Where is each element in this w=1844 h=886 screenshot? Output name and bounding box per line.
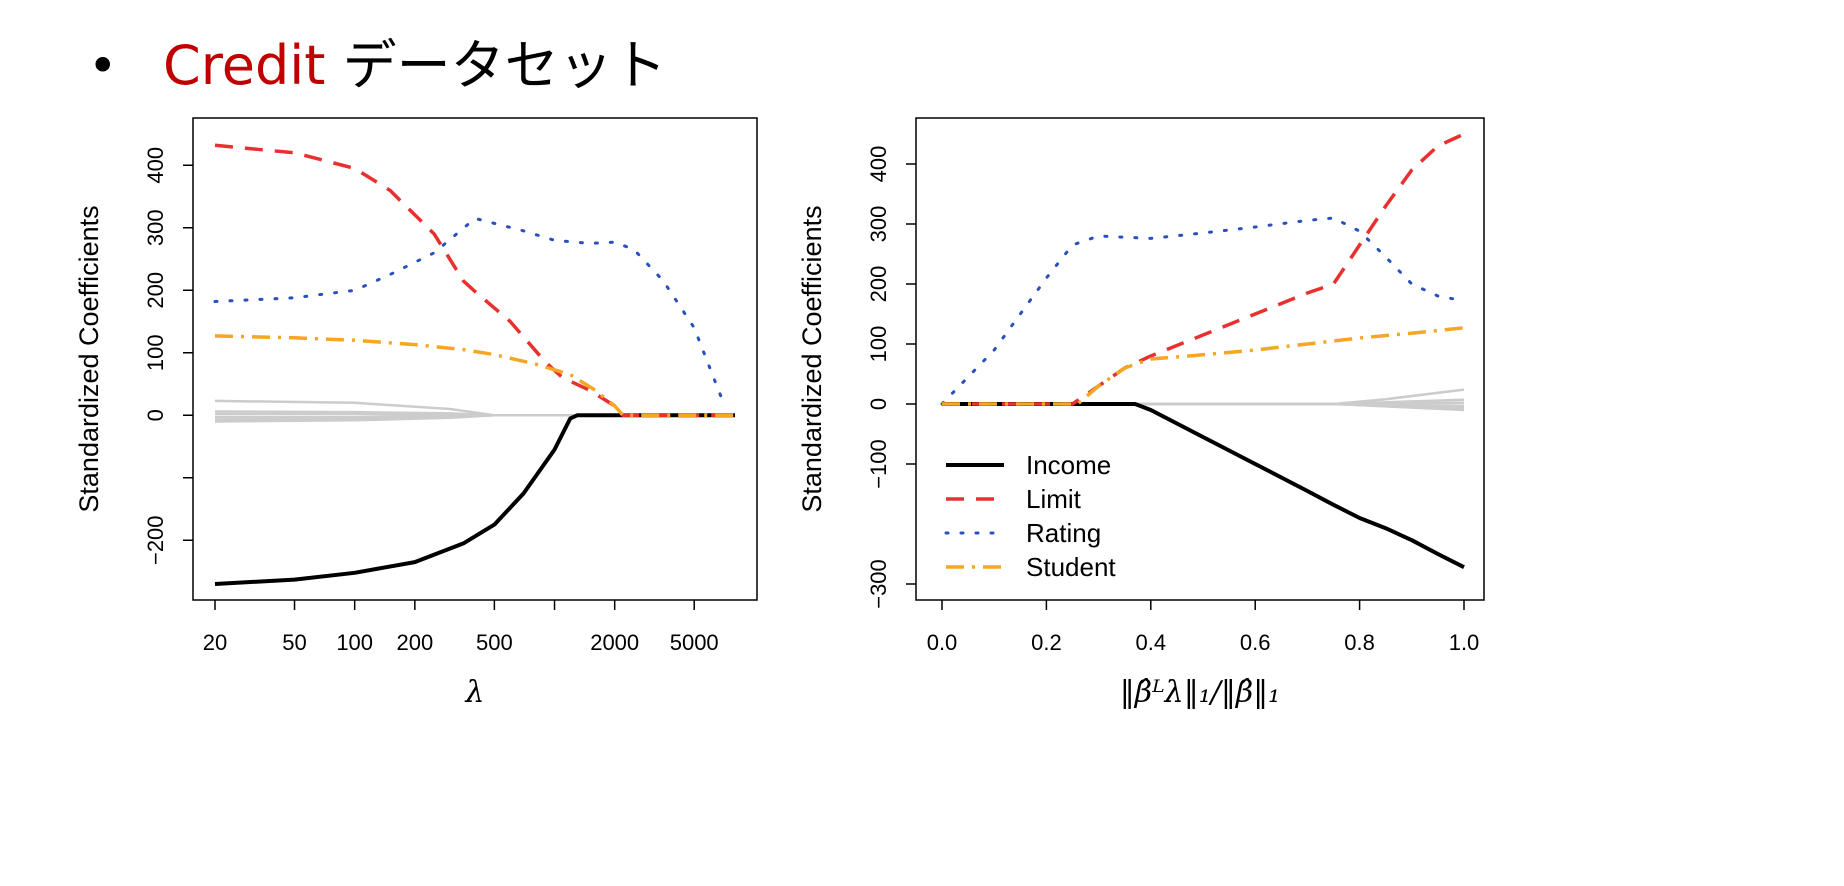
x-axis-label: λ xyxy=(464,675,484,710)
x-tick-label: 20 xyxy=(203,630,227,655)
y-axis-label: Standardized Coefficients xyxy=(797,205,827,512)
x-tick-label: 100 xyxy=(336,630,373,655)
series-line-rating xyxy=(940,216,1466,406)
y-tick-label: −100 xyxy=(866,439,891,489)
slide-title-highlight: Credit xyxy=(163,34,326,97)
legend-label-income: Income xyxy=(1026,450,1111,480)
series-line-limit xyxy=(942,132,1465,406)
x-tick-label: 5000 xyxy=(670,630,719,655)
x-tick-label: 1.0 xyxy=(1449,630,1480,655)
series-line-rating xyxy=(213,216,725,405)
y-tick-label: 100 xyxy=(143,334,168,371)
series-line-student xyxy=(942,326,1465,406)
y-tick-label: 300 xyxy=(143,209,168,246)
y-axis-label: Standardized Coefficients xyxy=(74,205,104,512)
x-tick-label: 500 xyxy=(476,630,513,655)
bullet-point: • xyxy=(88,37,118,95)
y-tick-label: 400 xyxy=(143,147,168,184)
y-tick-label: 0 xyxy=(866,398,891,410)
x-tick-label: 0.0 xyxy=(927,630,958,655)
y-tick-label: −300 xyxy=(866,559,891,609)
legend-label-rating: Rating xyxy=(1026,518,1101,548)
legend-label-student: Student xyxy=(1026,552,1116,582)
series-line-limit xyxy=(214,143,735,418)
series-line-income xyxy=(942,402,1465,569)
x-tick-label: 0.6 xyxy=(1240,630,1271,655)
plot-frame xyxy=(192,117,758,601)
y-tick-label: 0 xyxy=(143,409,168,421)
chart-panel-2: −300 −100 0 100 200 300 400 0.0 0.2 0.4 0.6 0.8 1.0 S… xyxy=(797,117,1485,710)
slide-title-rest: データセット xyxy=(325,34,667,97)
x-tick-label: 0.2 xyxy=(1031,630,1062,655)
slide-title: Credit データセット xyxy=(163,30,667,102)
x-tick-label: 2000 xyxy=(590,630,639,655)
x-tick-label: 0.8 xyxy=(1344,630,1375,655)
y-tick-label: 100 xyxy=(866,326,891,363)
x-tick-label: 200 xyxy=(396,630,433,655)
y-tick-label: 300 xyxy=(866,206,891,243)
y-tick-label: 400 xyxy=(866,146,891,183)
series-line-student xyxy=(214,334,735,418)
y-tick-label: −200 xyxy=(143,515,168,565)
y-tick-label: 200 xyxy=(143,272,168,309)
chart-panel-1: −200 0 100 200 300 400 20 50 100 200 500 2000 5000 St… xyxy=(74,117,758,710)
legend-label-limit: Limit xyxy=(1026,484,1082,514)
plot-frame xyxy=(915,117,1485,601)
x-axis-label: ‖β̂ᴸλ‖₁/‖β̂‖₁ xyxy=(1120,675,1280,710)
x-tick-label: 50 xyxy=(282,630,306,655)
x-tick-label: 0.4 xyxy=(1136,630,1167,655)
y-tick-label: 200 xyxy=(866,266,891,303)
series-line-income xyxy=(214,413,735,586)
